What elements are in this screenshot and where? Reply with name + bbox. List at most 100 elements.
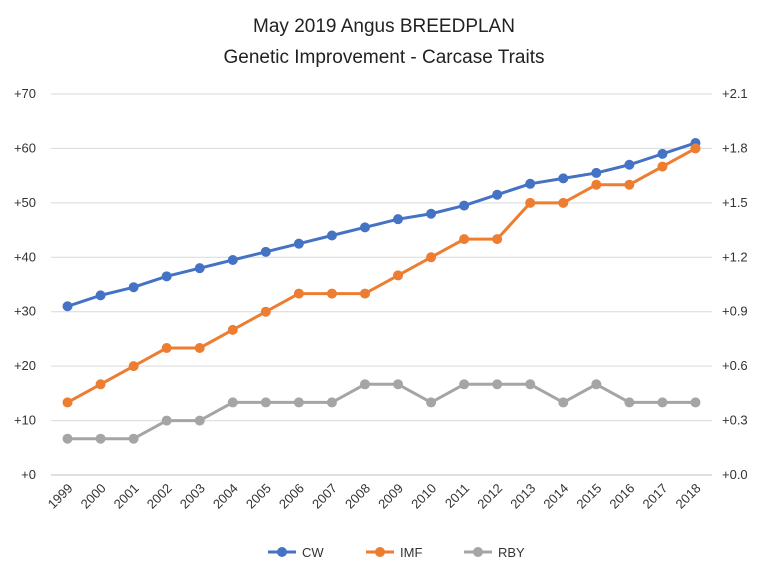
data-point-imf (624, 179, 635, 190)
data-point-imf (558, 197, 569, 208)
data-point-cw (326, 230, 337, 241)
x-tick-label: 2016 (606, 481, 637, 512)
right-tick-label: +1.8 (722, 140, 748, 155)
data-point-cw (492, 189, 503, 200)
x-tick-label: 2007 (309, 481, 340, 512)
data-point-rby (260, 397, 271, 408)
legend-label-cw: CW (302, 545, 324, 560)
data-point-rby (591, 379, 602, 390)
data-point-rby (393, 379, 404, 390)
gridlines (51, 93, 712, 476)
legend: CW IMF RBY (268, 545, 525, 560)
left-tick-label: +40 (14, 249, 36, 264)
data-point-imf (690, 143, 701, 154)
data-point-cw (128, 282, 139, 293)
data-point-cw (624, 159, 635, 170)
data-point-cw (62, 301, 73, 312)
data-point-cw (227, 255, 238, 266)
data-point-rby (657, 397, 668, 408)
x-tick-label: 2005 (243, 481, 274, 512)
data-point-imf (525, 197, 536, 208)
data-point-imf (293, 288, 304, 299)
data-point-rby (293, 397, 304, 408)
x-tick-label: 2000 (78, 481, 109, 512)
data-point-rby (128, 433, 139, 444)
data-point-rby (426, 397, 437, 408)
x-tick-label: 2010 (408, 481, 439, 512)
data-point-rby (194, 415, 205, 426)
data-point-imf (459, 234, 470, 245)
data-point-imf (393, 270, 404, 281)
x-tick-label: 2017 (639, 481, 670, 512)
series-group (62, 137, 701, 444)
legend-label-imf: IMF (400, 545, 422, 560)
data-point-rby (459, 379, 470, 390)
data-point-cw (161, 271, 172, 282)
series-line-cw (66, 141, 697, 308)
data-point-cw (194, 263, 205, 274)
series-line-imf (66, 146, 697, 404)
legend-marker-imf (375, 547, 385, 557)
data-point-cw (525, 178, 536, 189)
data-point-cw (359, 222, 370, 233)
left-tick-label: +10 (14, 413, 36, 428)
left-axis: +0 +10 +20 +30 +40 +50 +60 +70 (14, 86, 36, 482)
data-point-rby (359, 379, 370, 390)
data-point-imf (657, 161, 668, 172)
x-tick-label: 2004 (210, 481, 241, 512)
data-point-cw (393, 214, 404, 225)
data-point-imf (492, 234, 503, 245)
data-point-imf (260, 306, 271, 317)
x-tick-label: 2003 (177, 481, 208, 512)
data-point-rby (95, 433, 106, 444)
data-point-rby (525, 379, 536, 390)
left-tick-label: +50 (14, 195, 36, 210)
data-point-rby (558, 397, 569, 408)
series-line-rby (66, 382, 697, 441)
legend-label-rby: RBY (498, 545, 525, 560)
data-point-cw (95, 290, 106, 301)
legend-marker-cw (277, 547, 287, 557)
right-axis: +0.0 +0.3 +0.6 +0.9 +1.2 +1.5 +1.8 +2.1 (722, 86, 748, 482)
data-point-rby (62, 433, 73, 444)
data-point-rby (624, 397, 635, 408)
data-point-imf (62, 397, 73, 408)
data-point-imf (426, 252, 437, 263)
x-tick-label: 2008 (342, 481, 373, 512)
left-tick-label: +60 (14, 140, 36, 155)
data-point-rby (492, 379, 503, 390)
chart-title-line-1: May 2019 Angus BREEDPLAN (253, 16, 515, 37)
legend-marker-rby (473, 547, 483, 557)
x-tick-label: 2012 (474, 481, 505, 512)
right-tick-label: +0.9 (722, 304, 748, 319)
data-point-cw (657, 148, 668, 159)
right-tick-label: +1.5 (722, 195, 748, 210)
data-point-imf (194, 343, 205, 353)
data-point-imf (95, 379, 106, 390)
data-point-cw (293, 238, 304, 249)
x-tick-label: 2002 (144, 481, 175, 512)
left-tick-label: +70 (14, 86, 36, 101)
right-tick-label: +0.6 (722, 358, 748, 373)
data-point-cw (260, 246, 271, 257)
x-tick-label: 2014 (540, 481, 571, 512)
x-tick-label: 2018 (673, 481, 704, 512)
data-point-rby (227, 397, 238, 408)
right-tick-label: +0.3 (722, 413, 748, 428)
data-point-rby (690, 397, 701, 408)
data-point-imf (359, 288, 370, 299)
x-tick-label: 2013 (507, 481, 538, 512)
data-point-rby (326, 397, 337, 408)
right-tick-label: +2.1 (722, 86, 748, 101)
x-tick-label: 2001 (111, 481, 142, 512)
x-tick-label: 1999 (45, 481, 76, 512)
data-point-cw (459, 200, 470, 211)
x-tick-label: 2009 (375, 481, 406, 512)
data-point-imf (227, 324, 238, 335)
data-point-cw (426, 208, 437, 219)
data-point-imf (161, 343, 172, 353)
left-tick-label: +20 (14, 358, 36, 373)
chart-title-line-2: Genetic Improvement - Carcase Traits (224, 47, 545, 68)
data-point-rby (161, 415, 172, 426)
data-point-cw (591, 167, 602, 178)
